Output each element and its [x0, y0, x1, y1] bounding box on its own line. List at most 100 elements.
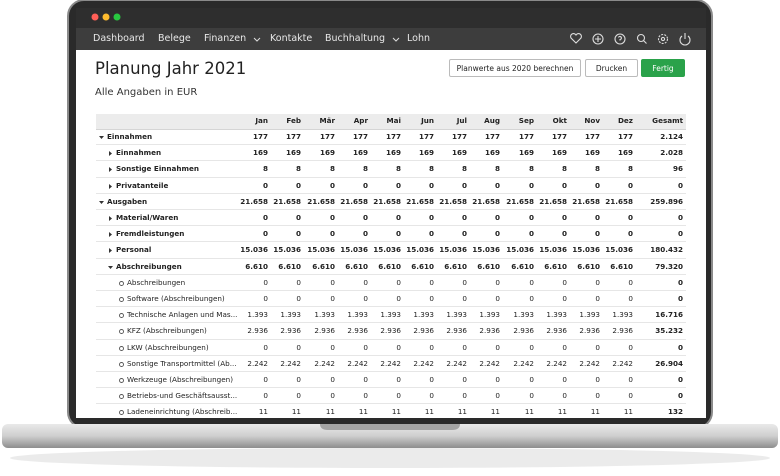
column-header: Okt — [552, 116, 567, 125]
table-row[interactable] — [96, 145, 686, 162]
table-row[interactable] — [96, 210, 686, 227]
nav-icons[interactable] — [561, 28, 701, 50]
cell-value: 0 — [396, 342, 401, 352]
cell-value: 8 — [461, 164, 467, 174]
cell-total: 2.124 — [660, 132, 683, 141]
cell-value: 169 — [451, 148, 467, 158]
cell-value: 11 — [291, 407, 301, 417]
cell-value: 0 — [295, 213, 301, 222]
expand-caret[interactable] — [107, 264, 114, 271]
cell-value: 0 — [295, 229, 301, 239]
column-header: Aug — [484, 116, 500, 125]
cell-value: 6.610 — [278, 261, 301, 271]
cell-value: 0 — [461, 213, 467, 222]
nav-item[interactable]: Kontakte — [270, 33, 313, 44]
bullet — [119, 280, 124, 286]
cell-value: 0 — [529, 294, 534, 303]
nav-item[interactable]: Finanzen — [204, 33, 247, 44]
nav-item[interactable]: Dashboard — [93, 33, 145, 44]
cell-value: 0 — [296, 375, 301, 384]
expand-caret[interactable] — [107, 231, 114, 238]
cell-value: 8 — [395, 164, 401, 174]
cell-value: 21.658 — [605, 196, 633, 206]
cell-value: 0 — [329, 213, 335, 222]
cell-value: 0 — [595, 375, 600, 384]
cell-value: 177 — [252, 132, 268, 141]
table-row — [96, 372, 686, 389]
expand-caret[interactable] — [107, 150, 114, 157]
cell-value: 1.393 — [347, 310, 368, 320]
cell-value: 0 — [396, 391, 401, 401]
cell-value: 1.393 — [479, 310, 500, 320]
cell-value: 2.936 — [513, 326, 534, 336]
cell-value: 177 — [551, 132, 567, 141]
cell-value: 0 — [429, 342, 434, 352]
cell-value: 0 — [330, 391, 335, 401]
expand-caret[interactable] — [98, 134, 105, 141]
cell-value: 177 — [584, 132, 600, 141]
cell-value: 11 — [258, 407, 268, 417]
column-header: Jun — [421, 116, 434, 125]
nav-item[interactable]: Lohn — [407, 33, 430, 44]
done-button[interactable]: Fertig — [641, 59, 685, 77]
cell-value: 8 — [329, 164, 335, 174]
cell-total: 0 — [677, 213, 683, 222]
expand-caret[interactable] — [107, 183, 114, 190]
calc-button[interactable]: Planwerte aus 2020 berechnen — [449, 59, 581, 77]
row-label: Einnahmen — [107, 132, 153, 141]
table-row[interactable] — [96, 242, 686, 259]
table-row[interactable] — [96, 194, 686, 210]
cell-value: 21.658 — [240, 196, 268, 206]
cell-value: 2.936 — [479, 326, 500, 336]
row-label: Abschreibungen — [127, 277, 186, 287]
cell-value: 15.036 — [406, 245, 434, 255]
table-row — [96, 291, 686, 308]
cell-value: 6.610 — [610, 261, 633, 271]
cell-value: 169 — [418, 148, 434, 158]
table-row[interactable] — [96, 161, 686, 178]
cell-value: 0 — [428, 213, 434, 222]
cell-value: 0 — [295, 180, 301, 190]
cell-value: 8 — [362, 164, 368, 174]
cell-value: 2.936 — [380, 326, 401, 336]
dropdown-caret — [253, 37, 261, 42]
cell-total: 0 — [677, 391, 683, 401]
expand-caret[interactable] — [107, 166, 114, 173]
cell-value: 0 — [363, 391, 368, 401]
cell-value: 0 — [562, 375, 567, 384]
cell-value: 169 — [352, 148, 368, 158]
cell-value: 8 — [494, 164, 500, 174]
cell-value: 2.242 — [380, 358, 401, 368]
row-label: Sonstige Transportmittel (Ab... — [127, 358, 237, 368]
cell-value: 0 — [330, 375, 335, 384]
table-row — [96, 356, 686, 372]
table-row[interactable] — [96, 226, 686, 243]
print-button[interactable]: Drucken — [585, 59, 638, 77]
table-row[interactable] — [96, 178, 686, 194]
cell-value: 0 — [528, 213, 534, 222]
cell-value: 15.036 — [240, 245, 268, 255]
expand-caret[interactable] — [107, 247, 114, 254]
cell-value: 15.036 — [472, 245, 500, 255]
cell-value: 0 — [296, 294, 301, 303]
cell-value: 11 — [557, 407, 567, 417]
cell-value: 2.242 — [247, 358, 268, 368]
nav-item[interactable]: Belege — [158, 33, 191, 44]
row-label: Ausgaben — [107, 196, 148, 206]
row-label: Software (Abschreibungen) — [127, 294, 225, 303]
expand-caret[interactable] — [98, 199, 105, 206]
cell-value: 169 — [319, 148, 335, 158]
table-row[interactable] — [96, 259, 686, 275]
cell-value: 0 — [263, 294, 268, 303]
cell-value: 0 — [329, 229, 335, 239]
cell-value: 0 — [627, 180, 633, 190]
table-header — [96, 114, 686, 130]
nav-item[interactable]: Buchhaltung — [325, 33, 386, 44]
cell-value: 8 — [528, 164, 534, 174]
expand-caret[interactable] — [107, 215, 114, 222]
table-row[interactable] — [96, 129, 686, 146]
cell-value: 2.936 — [579, 326, 600, 336]
cell-value: 0 — [262, 213, 268, 222]
cell-value: 0 — [363, 294, 368, 303]
